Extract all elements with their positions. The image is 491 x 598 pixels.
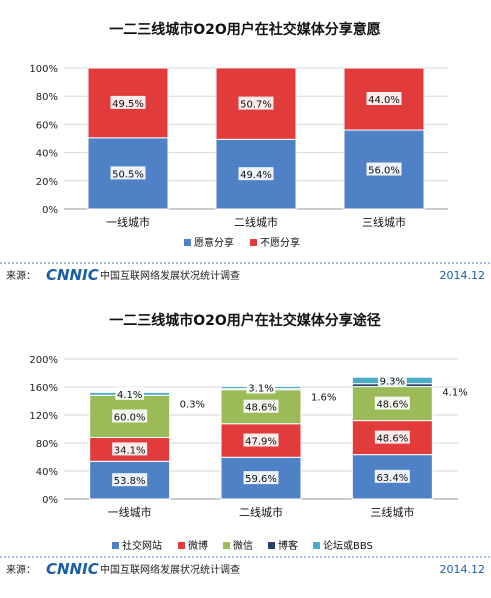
chart-title: 一二三线城市O2O用户在社交媒体分享意愿 bbox=[109, 21, 381, 38]
footer-date: 2014.12 bbox=[440, 269, 486, 282]
legend-label: 微信 bbox=[233, 539, 253, 552]
data-label: 60.0% bbox=[114, 412, 146, 423]
willingness-chart: 一二三线城市O2O用户在社交媒体分享意愿 0% 20% 40% 60% 80% 100% 5… bbox=[0, 0, 491, 287]
data-label: 34.1% bbox=[114, 445, 146, 456]
legend-swatch bbox=[268, 542, 275, 549]
legend-swatch bbox=[112, 542, 119, 549]
data-label: 4.1% bbox=[117, 390, 142, 401]
data-label: 49.4% bbox=[240, 170, 272, 181]
data-label: 44.0% bbox=[368, 95, 400, 106]
y-tick-label: 120% bbox=[29, 411, 58, 422]
legend-label: 微博 bbox=[188, 539, 208, 552]
data-label: 59.6% bbox=[245, 474, 277, 485]
y-tick-label: 40% bbox=[36, 149, 58, 160]
x-tick-label: 三线城市 bbox=[370, 505, 414, 519]
y-tick-label: 40% bbox=[36, 467, 58, 478]
cnnic-logo: CNNIC bbox=[46, 266, 99, 284]
data-label: 49.5% bbox=[112, 99, 144, 110]
legend-swatch bbox=[223, 542, 230, 549]
data-label: 4.1% bbox=[442, 388, 467, 399]
x-tick-label: 一线城市 bbox=[106, 215, 150, 229]
footer-source-label: 来源： bbox=[6, 563, 36, 576]
y-tick-label: 60% bbox=[36, 120, 58, 131]
legend-swatch bbox=[178, 542, 185, 549]
data-label: 56.0% bbox=[368, 166, 400, 177]
y-tick-label: 200% bbox=[29, 355, 58, 366]
data-label: 50.5% bbox=[112, 169, 144, 180]
data-label: 63.4% bbox=[376, 473, 408, 484]
y-tick-label: 80% bbox=[36, 439, 58, 450]
y-tick-label: 0% bbox=[42, 205, 58, 216]
data-label: 48.6% bbox=[245, 403, 277, 414]
data-label: 3.1% bbox=[248, 384, 273, 395]
data-label: 53.8% bbox=[114, 476, 146, 487]
legend-label: 社交网站 bbox=[122, 539, 162, 552]
footer-date: 2014.12 bbox=[440, 563, 486, 576]
channels-chart: 一二三线城市O2O用户在社交媒体分享途径 0% 40% 80% 120% 160% 200… bbox=[0, 287, 491, 594]
chart-panel-channels: 一二三线城市O2O用户在社交媒体分享途径 0% 40% 80% 120% 160% 200… bbox=[0, 287, 491, 594]
footer-org: 中国互联网络发展状况统计调查 bbox=[100, 563, 240, 576]
x-tick-label: 一线城市 bbox=[108, 505, 152, 519]
data-label: 0.3% bbox=[180, 399, 205, 410]
x-tick-label: 三线城市 bbox=[362, 215, 406, 229]
y-tick-label: 100% bbox=[29, 64, 58, 75]
y-tick-label: 0% bbox=[42, 495, 58, 506]
data-label: 47.9% bbox=[245, 437, 277, 448]
cnnic-logo: CNNIC bbox=[46, 560, 99, 578]
legend-swatch bbox=[313, 542, 320, 549]
chart-title: 一二三线城市O2O用户在社交媒体分享途径 bbox=[109, 312, 381, 329]
data-label: 48.6% bbox=[376, 400, 408, 411]
legend-label: 愿意分享 bbox=[194, 236, 234, 249]
footer-org: 中国互联网络发展状况统计调查 bbox=[100, 269, 240, 282]
data-label: 9.3% bbox=[380, 376, 405, 387]
y-tick-label: 80% bbox=[36, 92, 58, 103]
y-tick-label: 160% bbox=[29, 383, 58, 394]
y-tick-label: 20% bbox=[36, 177, 58, 188]
footer-source-label: 来源： bbox=[6, 269, 36, 282]
data-label: 48.6% bbox=[376, 434, 408, 445]
legend-swatch bbox=[184, 239, 191, 246]
legend-swatch bbox=[250, 239, 257, 246]
data-label: 50.7% bbox=[240, 100, 272, 111]
x-tick-label: 二线城市 bbox=[239, 505, 283, 519]
legend-label: 论坛或BBS bbox=[323, 539, 373, 552]
chart-panel-willingness: 一二三线城市O2O用户在社交媒体分享意愿 0% 20% 40% 60% 80% 100% 5… bbox=[0, 0, 491, 287]
data-label: 1.6% bbox=[311, 393, 336, 404]
legend-label: 不愿分享 bbox=[260, 236, 300, 249]
x-tick-label: 二线城市 bbox=[234, 215, 278, 229]
legend-label: 博客 bbox=[278, 539, 298, 552]
